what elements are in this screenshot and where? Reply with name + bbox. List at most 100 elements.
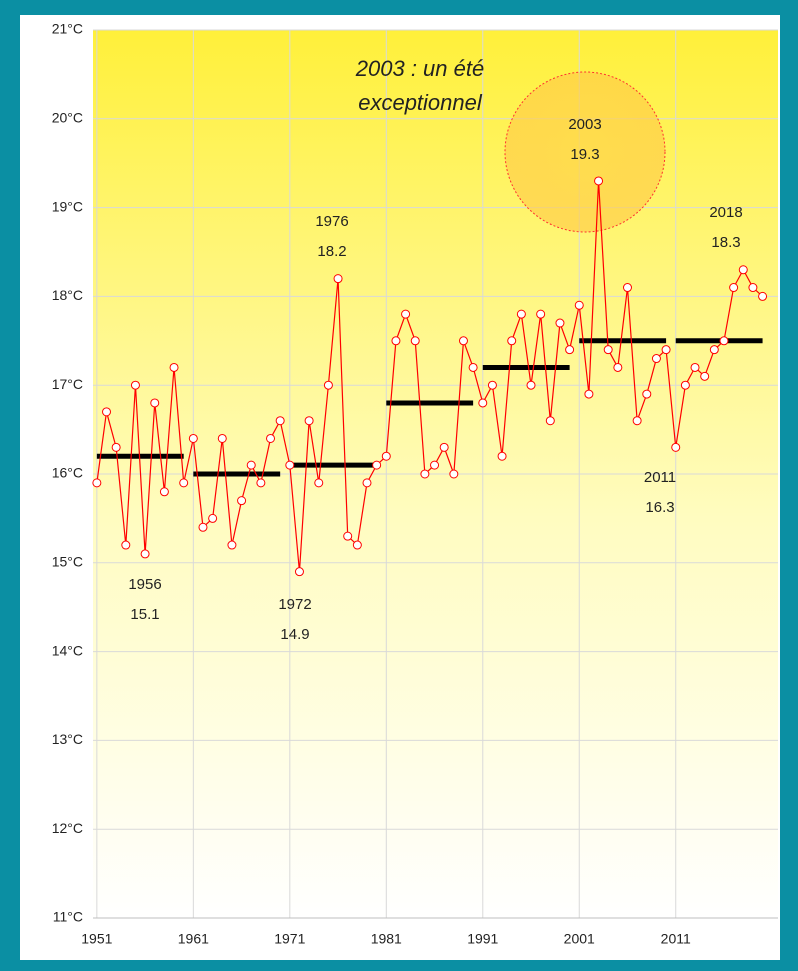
series-line <box>96 180 763 572</box>
y-tick-label: 13°C <box>52 731 83 747</box>
y-tick-label: 14°C <box>52 642 83 658</box>
data-point <box>294 567 304 577</box>
data-point <box>102 407 112 417</box>
data-point <box>246 460 256 470</box>
data-point <box>468 362 478 372</box>
data-point <box>584 389 594 399</box>
data-point <box>729 283 739 293</box>
data-point <box>651 354 661 364</box>
data-point <box>487 380 497 390</box>
data-point <box>536 309 546 319</box>
data-point <box>179 478 189 488</box>
data-point <box>130 380 140 390</box>
data-point <box>516 309 526 319</box>
data-point <box>439 442 449 452</box>
data-point <box>565 345 575 355</box>
data-point <box>420 469 430 479</box>
data-point <box>198 522 208 532</box>
annotation-value: 19.3 <box>570 146 599 163</box>
data-point <box>719 336 729 346</box>
data-point <box>738 265 748 275</box>
data-point <box>478 398 488 408</box>
data-point <box>574 300 584 310</box>
data-point <box>140 549 150 559</box>
annotation-year: 1956 <box>128 576 161 593</box>
title: 2003 : un été <box>355 56 484 81</box>
data-point <box>285 460 295 470</box>
y-tick-label: 20°C <box>52 110 83 126</box>
data-point <box>526 380 536 390</box>
annotation-value: 15.1 <box>130 606 159 623</box>
data-point <box>266 433 276 443</box>
x-tick-label: 1961 <box>178 931 209 947</box>
data-point <box>92 478 102 488</box>
data-point <box>661 345 671 355</box>
data-point <box>632 416 642 426</box>
y-tick-label: 11°C <box>53 909 83 925</box>
y-tick-label: 15°C <box>52 554 83 570</box>
data-point <box>555 318 565 328</box>
y-tick-label: 19°C <box>52 198 83 214</box>
data-point <box>323 380 333 390</box>
data-point <box>603 345 613 355</box>
data-point <box>594 176 604 186</box>
annotation-year: 1976 <box>315 213 348 230</box>
data-point <box>227 540 237 550</box>
y-tick-label: 21°C <box>52 21 83 37</box>
data-point <box>256 478 266 488</box>
data-point <box>507 336 517 346</box>
title: exceptionnel <box>358 90 483 115</box>
y-tick-label: 12°C <box>52 820 83 836</box>
data-point <box>372 460 382 470</box>
annotation-value: 18.3 <box>711 234 740 251</box>
highlight-circle <box>504 71 666 233</box>
x-tick-label: 1951 <box>81 931 112 947</box>
data-point <box>381 451 391 461</box>
data-point <box>671 442 681 452</box>
data-point <box>613 362 623 372</box>
annotation-year: 2018 <box>709 204 742 221</box>
x-tick-label: 1991 <box>467 931 498 947</box>
data-point <box>121 540 131 550</box>
data-point <box>362 478 372 488</box>
data-point <box>169 362 179 372</box>
data-point <box>304 416 314 426</box>
data-point <box>159 487 169 497</box>
data-point <box>758 291 768 301</box>
data-point <box>188 433 198 443</box>
data-point <box>111 442 121 452</box>
data-point <box>343 531 353 541</box>
data-point <box>217 433 227 443</box>
data-point <box>275 416 285 426</box>
x-tick-label: 1981 <box>371 931 402 947</box>
data-point <box>352 540 362 550</box>
data-point <box>709 345 719 355</box>
data-point <box>497 451 507 461</box>
annotation-value: 16.3 <box>645 499 674 516</box>
annotation-year: 2003 <box>568 116 601 133</box>
x-tick-label: 1971 <box>274 931 305 947</box>
data-point <box>333 274 343 284</box>
y-tick-label: 17°C <box>52 376 83 392</box>
data-point <box>748 283 758 293</box>
data-point <box>458 336 468 346</box>
data-point <box>545 416 555 426</box>
annotation-year: 2011 <box>644 469 676 486</box>
data-point <box>622 283 632 293</box>
data-point <box>208 513 218 523</box>
data-point <box>237 496 247 506</box>
data-point <box>680 380 690 390</box>
data-point <box>410 336 420 346</box>
x-tick-label: 2011 <box>661 931 691 947</box>
y-tick-label: 18°C <box>52 287 83 303</box>
annotation-value: 14.9 <box>280 626 309 643</box>
y-tick-label: 16°C <box>52 465 83 481</box>
data-point <box>391 336 401 346</box>
annotation-value: 18.2 <box>317 243 346 260</box>
data-point <box>430 460 440 470</box>
data-point <box>150 398 160 408</box>
data-point <box>700 371 710 381</box>
x-tick-label: 2001 <box>564 931 595 947</box>
annotation-year: 1972 <box>278 596 311 613</box>
